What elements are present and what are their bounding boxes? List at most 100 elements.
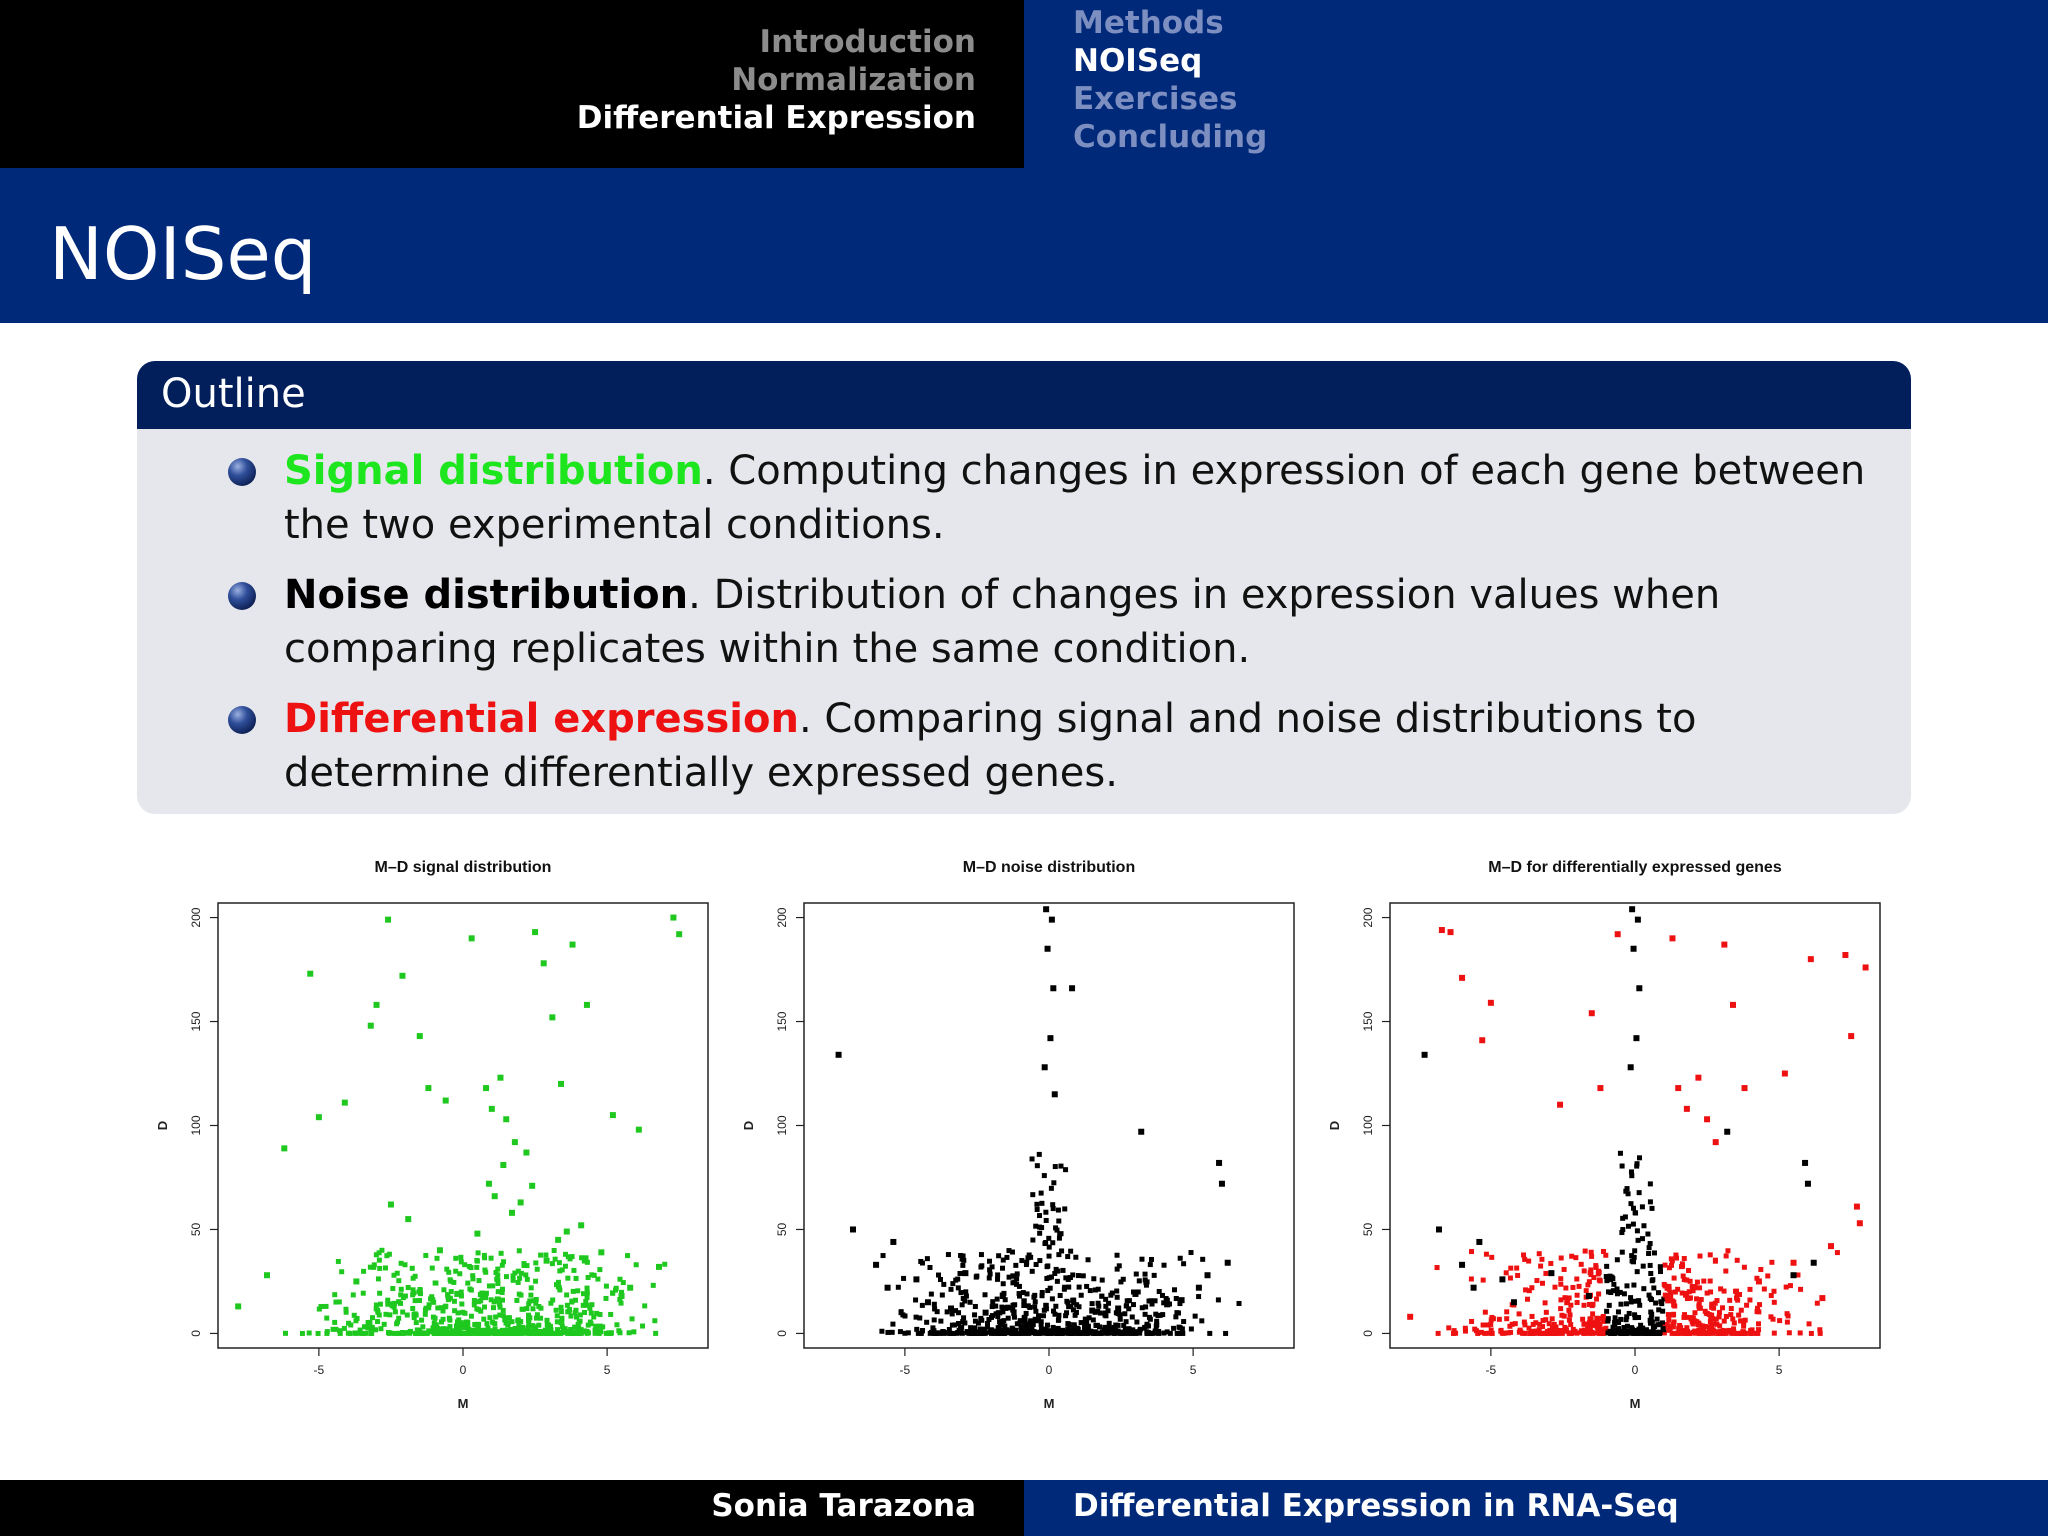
data-point — [1600, 1315, 1606, 1321]
data-point — [426, 1305, 432, 1311]
data-point — [478, 1308, 484, 1314]
data-point — [1048, 916, 1055, 923]
data-point — [1171, 1287, 1177, 1293]
data-point — [1603, 1252, 1609, 1258]
data-point — [1608, 1290, 1614, 1296]
data-point — [466, 1263, 472, 1269]
data-point — [398, 1286, 404, 1292]
data-point — [1802, 1159, 1809, 1166]
data-point — [1561, 1266, 1567, 1272]
data-point — [1000, 1328, 1006, 1334]
data-point — [1690, 1321, 1696, 1327]
data-point — [483, 1269, 489, 1275]
data-point — [1054, 1330, 1060, 1336]
data-point — [1681, 1256, 1687, 1262]
data-point — [1721, 1318, 1727, 1324]
data-point — [1616, 1319, 1622, 1325]
data-point — [458, 1259, 464, 1265]
data-point — [1033, 1308, 1039, 1314]
data-point — [456, 1317, 462, 1323]
data-point — [959, 1330, 965, 1336]
data-point — [971, 1329, 977, 1335]
nav-subsection-exercises[interactable]: Exercises — [1073, 81, 1238, 117]
data-point — [533, 1260, 539, 1266]
data-point — [583, 1255, 589, 1261]
data-point — [1115, 1305, 1122, 1312]
data-point — [1619, 1230, 1625, 1236]
data-point — [1639, 1236, 1645, 1242]
data-point — [569, 1298, 575, 1304]
data-point — [333, 1326, 339, 1332]
data-point — [1574, 1300, 1580, 1306]
nav-section-introduction[interactable]: Introduction — [759, 24, 976, 60]
data-point — [1056, 1235, 1062, 1241]
data-point — [1096, 1330, 1102, 1336]
data-point — [1175, 1310, 1181, 1316]
data-point — [1030, 1237, 1036, 1243]
data-point — [1571, 1330, 1577, 1336]
data-point — [492, 1326, 498, 1332]
data-point — [332, 1292, 338, 1298]
data-point — [391, 1330, 397, 1336]
data-point — [390, 1286, 396, 1292]
data-point — [1737, 1291, 1743, 1297]
x-axis-label: M — [458, 1396, 469, 1411]
nav-subsection-methods[interactable]: Methods — [1073, 5, 1224, 41]
data-point — [455, 1320, 461, 1326]
data-point — [396, 1278, 402, 1284]
data-point — [1614, 1286, 1620, 1292]
data-point — [1163, 1296, 1169, 1302]
data-point — [1059, 1248, 1065, 1254]
data-point — [1559, 1312, 1565, 1318]
data-point — [422, 1311, 428, 1317]
data-point — [386, 1251, 392, 1257]
data-point — [1526, 1325, 1532, 1331]
data-point — [1620, 1227, 1626, 1233]
data-point — [445, 1294, 451, 1300]
nav-subsection-concluding[interactable]: Concluding — [1073, 119, 1268, 155]
data-point — [642, 1303, 648, 1309]
data-point — [1717, 1323, 1723, 1329]
data-point — [596, 1328, 602, 1334]
data-point — [1469, 1318, 1475, 1324]
data-point — [1142, 1271, 1148, 1277]
data-point — [1041, 1064, 1048, 1071]
data-point — [1508, 1265, 1514, 1271]
data-point — [377, 1290, 383, 1296]
data-point — [640, 1323, 646, 1329]
nav-section-normalization[interactable]: Normalization — [731, 62, 976, 98]
data-point — [1055, 1325, 1061, 1331]
data-point — [999, 1304, 1005, 1310]
nav-section-differential-expression[interactable]: Differential Expression — [576, 100, 976, 136]
data-point — [1647, 1295, 1653, 1301]
data-point — [1152, 1298, 1158, 1304]
data-point — [1741, 1085, 1748, 1092]
data-point — [1728, 1306, 1734, 1312]
data-point — [383, 1311, 389, 1317]
nav-subsection-noiseq[interactable]: NOISeq — [1073, 43, 1203, 79]
data-point — [1072, 1312, 1078, 1318]
data-point — [1421, 1051, 1428, 1058]
data-point — [1692, 1310, 1698, 1316]
data-point — [1153, 1323, 1159, 1329]
data-point — [1810, 1259, 1817, 1266]
data-point — [1563, 1285, 1569, 1291]
data-point — [1615, 1330, 1621, 1336]
data-point — [1671, 1299, 1677, 1305]
data-point — [1721, 941, 1728, 948]
data-point — [1578, 1261, 1584, 1267]
data-point — [1043, 1209, 1049, 1215]
data-point — [960, 1253, 966, 1259]
data-point — [330, 1326, 336, 1332]
data-point — [618, 1293, 625, 1300]
data-point — [1122, 1328, 1128, 1334]
data-point — [629, 1316, 635, 1322]
data-point — [1066, 1304, 1072, 1310]
data-point — [972, 1318, 978, 1324]
data-point — [1161, 1300, 1167, 1306]
data-point — [1000, 1309, 1006, 1315]
data-point — [1621, 1325, 1627, 1331]
data-point — [1631, 1254, 1637, 1260]
data-point — [962, 1270, 969, 1277]
data-point — [1655, 1322, 1661, 1328]
